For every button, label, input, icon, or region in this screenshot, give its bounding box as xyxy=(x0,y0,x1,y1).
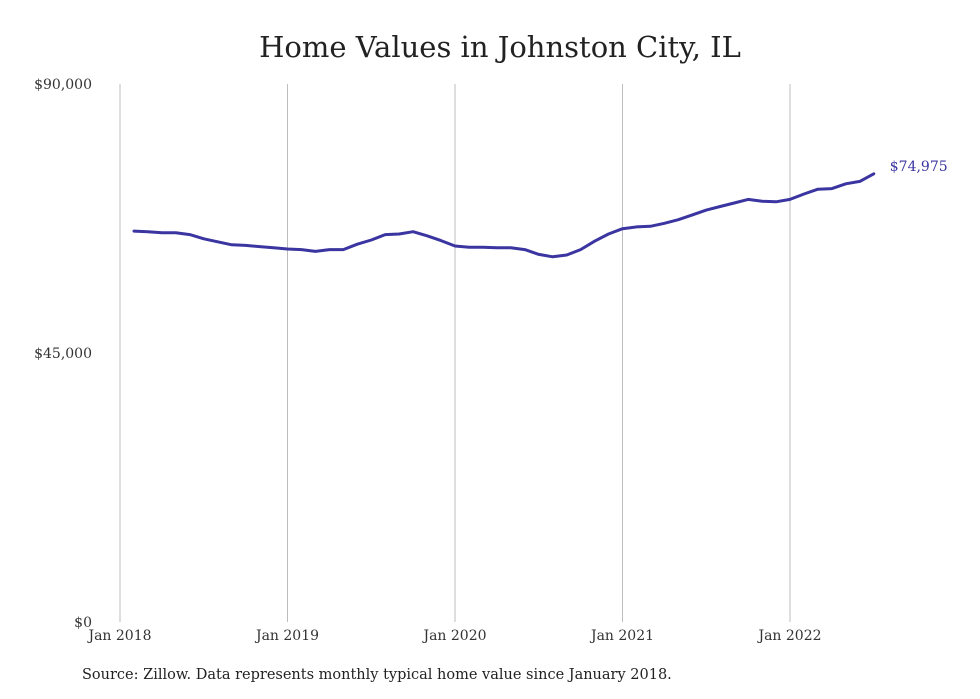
chart-title: Home Values in Johnston City, IL xyxy=(259,30,741,64)
x-tick-label: Jan 2021 xyxy=(589,628,654,644)
x-axis-ticks: Jan 2018 Jan 2019 Jan 2020 Jan 2021 Jan 2022 xyxy=(86,628,821,644)
source-note: Source: Zillow. Data represents monthly … xyxy=(82,667,672,683)
x-tick-label: Jan 2022 xyxy=(756,628,821,644)
series-layer: $74,975 xyxy=(132,159,948,259)
x-tick-label: Jan 2020 xyxy=(421,628,486,644)
series-line xyxy=(132,172,876,259)
y-tick-label: $0 xyxy=(74,615,92,631)
x-tick-label: Jan 2018 xyxy=(86,628,151,644)
x-tick-label: Jan 2019 xyxy=(254,628,319,644)
grid-lines xyxy=(119,84,791,622)
y-axis-ticks: $0 $45,000 $90,000 xyxy=(34,77,92,631)
end-value-label: $74,975 xyxy=(890,159,948,175)
y-tick-label: $45,000 xyxy=(34,346,92,362)
y-tick-label: $90,000 xyxy=(34,77,92,93)
